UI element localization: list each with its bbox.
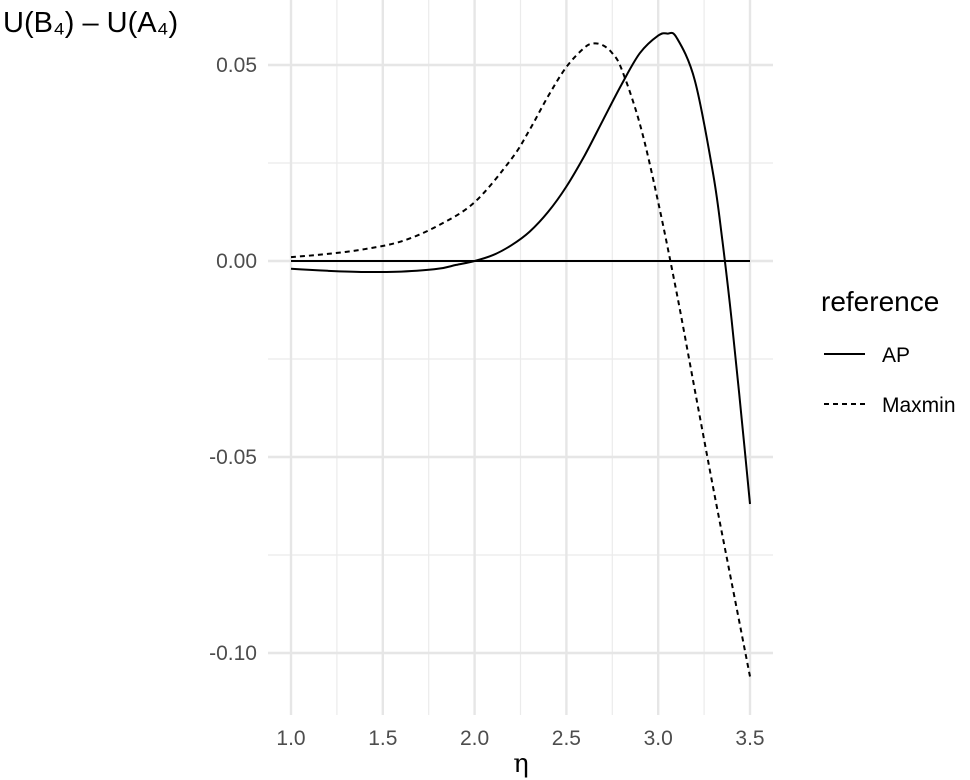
x-tick-label: 2.5: [552, 727, 581, 750]
y-axis-title: U(B₄) – U(A₄): [3, 7, 178, 39]
series-line-ap: [290, 31, 751, 505]
legend-label-maxmin: Maxmin: [882, 394, 956, 417]
series-line-maxmin: [290, 42, 751, 677]
legend-title: reference: [821, 286, 939, 317]
x-tick-label: 2.0: [460, 727, 489, 750]
x-axis-ticks: 1.0 1.5 2.0 2.5 3.0 3.5: [276, 727, 764, 750]
grid: [268, 0, 773, 715]
x-axis-title: η: [513, 749, 529, 779]
x-tick-label: 3.0: [644, 727, 673, 750]
legend-label-ap: AP: [882, 344, 910, 367]
y-tick-label: -0.10: [209, 642, 257, 665]
y-axis-ticks: 0.05 0.00 -0.05 -0.10: [209, 54, 257, 665]
series-lines: [290, 31, 751, 677]
y-tick-label: -0.05: [209, 446, 257, 469]
x-tick-label: 3.5: [735, 727, 764, 750]
y-tick-label: 0.05: [216, 54, 257, 77]
x-tick-label: 1.0: [276, 727, 305, 750]
legend: reference AP Maxmin: [821, 286, 956, 417]
x-tick-label: 1.5: [368, 727, 397, 750]
y-tick-label: 0.00: [216, 250, 257, 273]
